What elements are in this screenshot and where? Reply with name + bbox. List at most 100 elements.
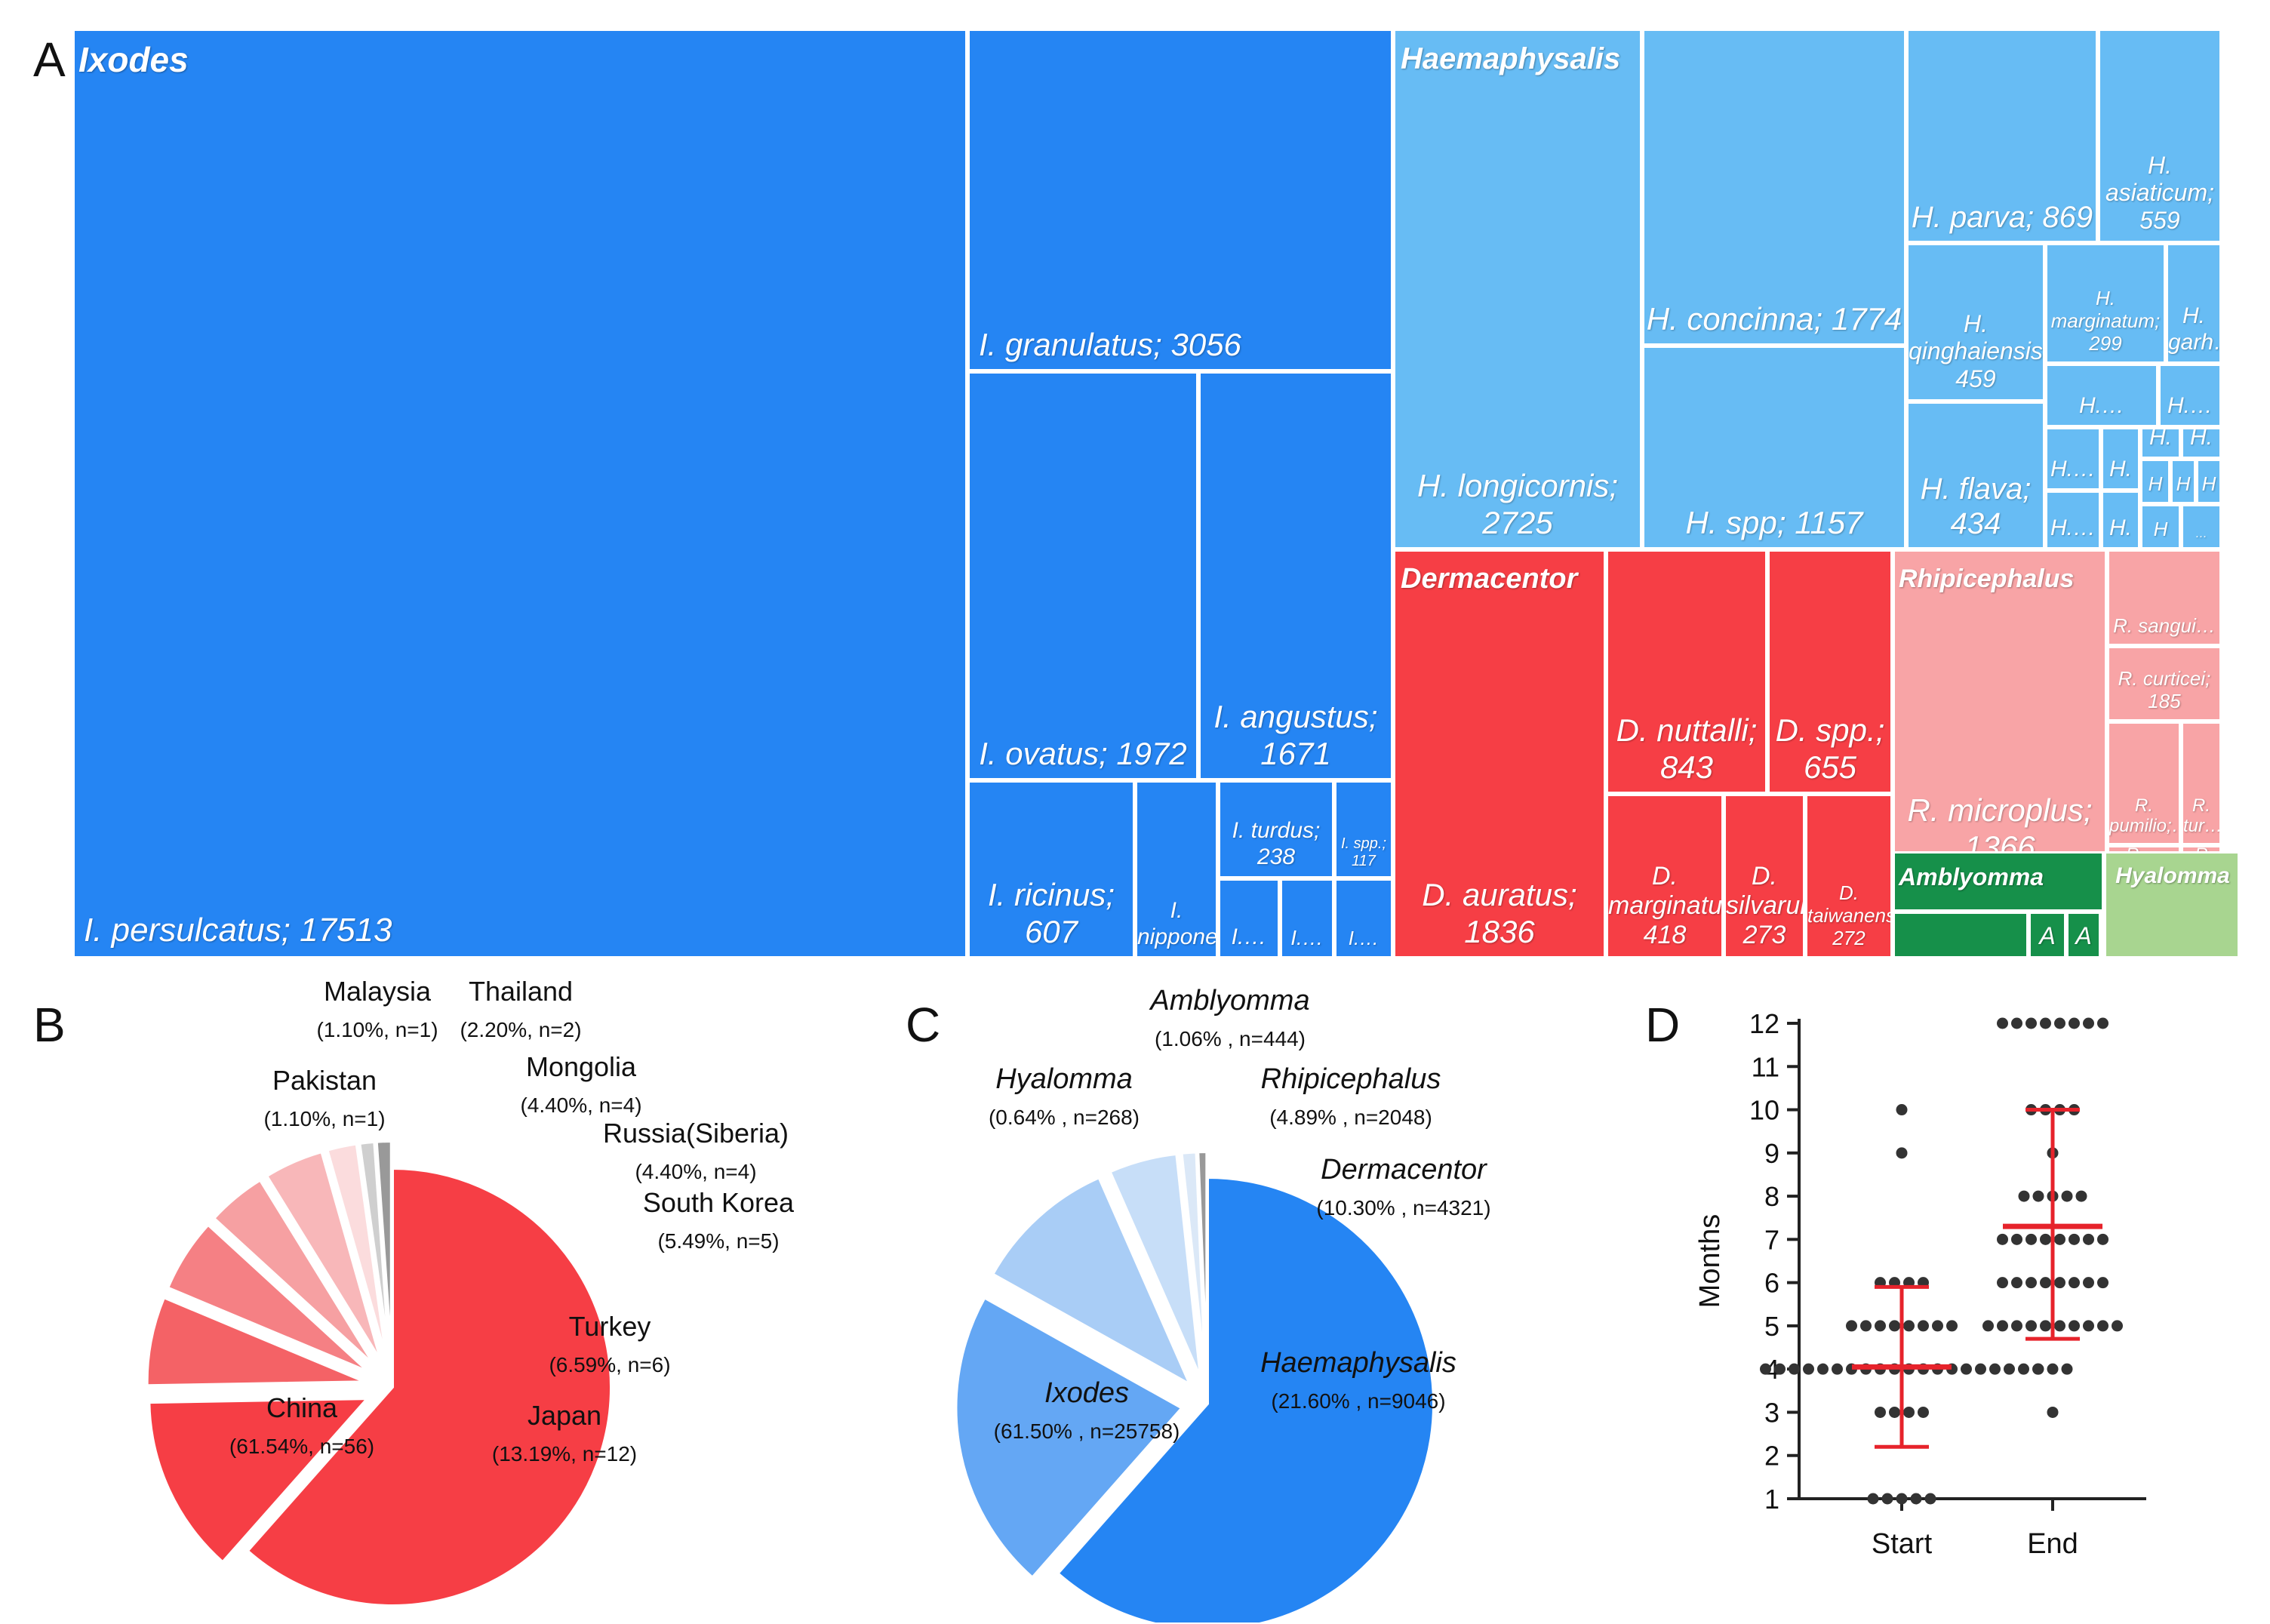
treemap-tile-label: …	[2195, 527, 2207, 540]
treemap-tile-label: H. longicornis; 2725	[1416, 468, 1619, 540]
pie-value-label-china: (61.54%, n=56)	[229, 1435, 374, 1458]
treemap-tile-label: R. tur…	[2183, 795, 2222, 837]
y-tick-label: 1	[1764, 1484, 1779, 1515]
treemap-tile-label: H.	[2109, 515, 2132, 540]
pie-chart-genera: C Ixodes (61.50% , n=25758) Haemaphysalis (2…	[906, 985, 1491, 1622]
data-point-start	[2004, 1363, 2015, 1375]
treemap-tile-i-turdus-238: I. turdus; 238	[1218, 780, 1334, 878]
treemap-tile-label: I. ovatus; 1972	[979, 735, 1187, 771]
data-point-start	[1774, 1363, 1786, 1375]
pie-slice-rhipicephalus	[1107, 1152, 1203, 1379]
treemap-tile-r-tur: R. tur…	[2181, 721, 2222, 845]
treemap-tile-h-qinghaiensis-459: H. qinghaiensis; 459	[1906, 243, 2045, 401]
data-point-start	[1846, 1320, 1857, 1332]
treemap-tile-label: H.…	[2050, 456, 2096, 481]
treemap-tile-label: H. marginatum; 299	[2050, 287, 2161, 355]
y-tick-label: 4	[1764, 1354, 1779, 1385]
data-point-end	[2061, 1363, 2073, 1375]
pie-label-china: China	[266, 1392, 338, 1423]
pie-value-label-thailand: (2.20%, n=2)	[460, 1018, 581, 1041]
genus-label-hyalomma: Hyalomma	[2115, 863, 2230, 888]
data-point-start	[1961, 1363, 1972, 1375]
data-point-end	[1982, 1320, 1994, 1332]
data-point-start	[1975, 1363, 1986, 1375]
treemap-tile-label: A	[2039, 922, 2056, 950]
data-point-end	[2025, 1277, 2037, 1289]
treemap-tile-label: A	[2075, 922, 2092, 950]
pie-value-label-pakistan: (1.10%, n=1)	[263, 1107, 385, 1130]
treemap-tile-h-parva-869: H. parva; 869	[1906, 29, 2098, 243]
data-point-end	[2083, 1233, 2094, 1245]
data-point-end	[2018, 1190, 2030, 1202]
treemap-tile-i-persulcatus-17513: I. persulcatus; 17513	[72, 29, 967, 958]
pie-slice-pakistan	[374, 1140, 393, 1361]
treemap-tile-label: I. turdus; 238	[1232, 818, 1321, 869]
pie-slice-turkey	[145, 1295, 367, 1388]
treemap-tile-h: H.	[2101, 427, 2140, 491]
treemap-tile-label: H	[2148, 472, 2163, 496]
pie-label-thailand: Thailand	[469, 976, 573, 1007]
treemap-tile-r-pumilio: R. pumilio;…	[2107, 721, 2181, 845]
pie-slice-japan	[147, 1396, 371, 1565]
data-point-end	[2040, 1320, 2051, 1332]
treemap-tile-i-ricinus-607: I. ricinus; 607	[967, 780, 1135, 958]
treemap-tile-h-flava-434: H. flava; 434	[1906, 401, 2045, 549]
treemap-tile-label: H. qinghaiensis; 459	[1909, 309, 2045, 393]
pie-slice-russia-siberia	[211, 1177, 377, 1367]
pie-slice-ixodes	[1055, 1175, 1435, 1622]
pie-label-hyalomma: Hyalomma	[995, 1063, 1133, 1095]
treemap-tile-label: R. sangui…	[2113, 614, 2216, 638]
data-point-end	[2025, 1017, 2037, 1029]
treemap-tile-label: D. taiwanensis; 272	[1807, 881, 1893, 950]
treemap-tile-h-concinna-1774: H. concinna; 1774	[1642, 29, 1906, 346]
treemap-tile-h: H.…	[2045, 364, 2158, 427]
treemap-tile-label: D. auratus; 1836	[1422, 877, 1577, 949]
genus-label-amblyomma: Amblyomma	[1899, 863, 2044, 890]
treemap-tile-label: I.…	[1231, 924, 1267, 949]
pie-label-dermacentor: Dermacentor	[1321, 1154, 1487, 1186]
data-point-start	[2018, 1363, 2029, 1375]
data-point-start	[1946, 1320, 1958, 1332]
data-point-end	[1997, 1277, 2008, 1289]
treemap-tile-d-silvarum-273: D. silvarum; 273	[1724, 794, 1805, 958]
data-point-end	[2054, 1277, 2065, 1289]
data-point-start	[1803, 1363, 1814, 1375]
data-point-end	[2083, 1277, 2094, 1289]
treemap-tile-label: I. granulatus; 3056	[979, 326, 1241, 362]
pie-value-label-south-korea: (5.49%, n=5)	[657, 1229, 779, 1253]
treemap-tile-a: A	[2029, 912, 2066, 958]
data-point-start	[1875, 1406, 1886, 1418]
data-point-start	[1896, 1104, 1908, 1116]
x-tick-label-end: End	[2027, 1528, 2078, 1560]
data-point-start	[1924, 1493, 1936, 1505]
treemap-tile-r-curticei-185: R. curticei; 185	[2107, 646, 2222, 721]
treemap-tile-label: H.	[2190, 427, 2213, 450]
treemap-tile-h-spp-1157: H. spp; 1157	[1642, 346, 1906, 549]
data-point-end	[2075, 1190, 2087, 1202]
treemap-tile-label: H	[2176, 472, 2191, 496]
treemap-tile-i-granulatus-3056: I. granulatus; 3056	[967, 29, 1393, 371]
treemap-tile-i-nipponensis: I. nipponensis;…	[1135, 780, 1218, 958]
treemap-tile-d-auratus-1836: D. auratus; 1836	[1393, 549, 1606, 958]
treemap-tile-label: H.…	[2079, 392, 2124, 418]
treemap-tile-h-marginatum-299: H. marginatum; 299	[2045, 243, 2166, 364]
y-tick-label: 8	[1764, 1181, 1779, 1212]
panel-label-b: B	[33, 998, 66, 1052]
treemap-tile-h: H.…	[2045, 427, 2101, 491]
data-point-start	[1932, 1320, 1943, 1332]
data-point-end	[2040, 1017, 2051, 1029]
data-point-start	[1875, 1320, 1886, 1332]
treemap-tile-: …	[2181, 504, 2222, 549]
pie-value-label-turkey: (6.59%, n=6)	[549, 1353, 670, 1376]
y-tick-label: 9	[1764, 1138, 1779, 1169]
pie-slice-thailand	[325, 1142, 389, 1361]
data-point-end	[2054, 1017, 2065, 1029]
genus-label-haemaphysalis: Haemaphysalis	[1401, 42, 1621, 75]
treemap-block-hyalomma	[2104, 851, 2240, 958]
y-tick-label: 11	[1752, 1051, 1779, 1082]
pie-label-haemaphysalis: Haemaphysalis	[1260, 1347, 1456, 1379]
panel-label-a: A	[33, 32, 66, 87]
data-point-end	[2097, 1320, 2109, 1332]
